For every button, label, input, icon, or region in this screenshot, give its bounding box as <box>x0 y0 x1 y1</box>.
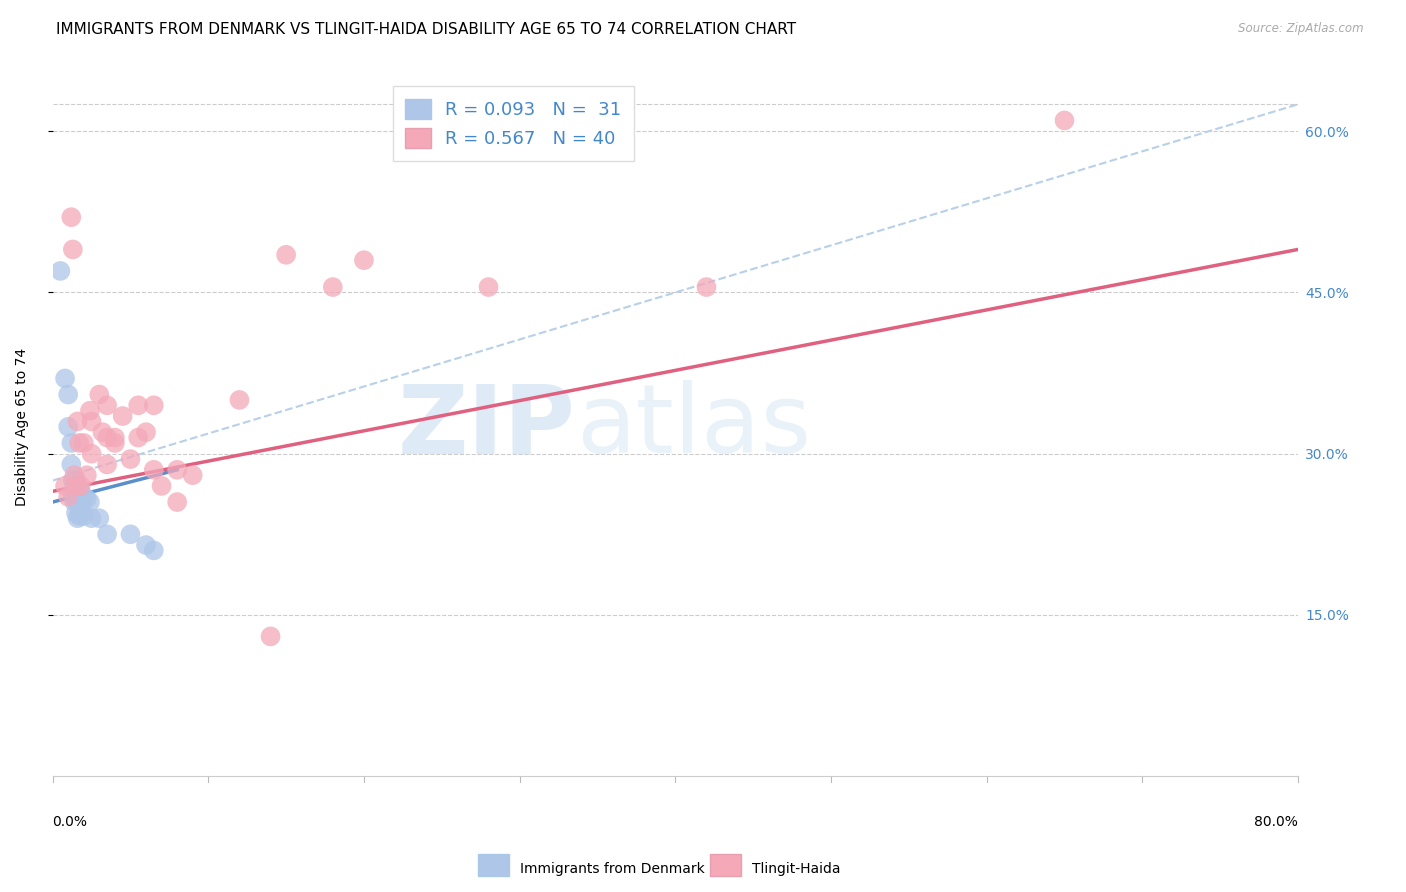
Point <box>67 491 90 506</box>
Point <box>67 509 90 524</box>
Point <box>477 280 499 294</box>
Point <box>166 495 188 509</box>
Point <box>53 479 76 493</box>
Text: atlas: atlas <box>575 380 811 474</box>
Point <box>79 403 101 417</box>
Point <box>76 468 98 483</box>
Point <box>56 419 79 434</box>
Point <box>111 409 134 423</box>
Point <box>62 474 84 488</box>
Point <box>135 538 157 552</box>
Point <box>62 490 84 504</box>
Point <box>96 458 118 472</box>
Text: IMMIGRANTS FROM DENMARK VS TLINGIT-HAIDA DISABILITY AGE 65 TO 74 CORRELATION CHA: IMMIGRANTS FROM DENMARK VS TLINGIT-HAIDA… <box>56 22 796 37</box>
Point <box>63 479 86 493</box>
Point <box>65 490 87 504</box>
Text: 0.0%: 0.0% <box>52 814 87 829</box>
Text: Tlingit-Haida: Tlingit-Haida <box>752 862 841 876</box>
Point <box>96 431 118 445</box>
Point <box>276 248 298 262</box>
Point <box>56 387 79 401</box>
Point <box>65 479 87 493</box>
Point <box>120 452 142 467</box>
Point <box>322 280 344 294</box>
Point <box>89 511 111 525</box>
Point <box>1053 113 1076 128</box>
Point <box>135 425 157 440</box>
Point <box>66 511 89 525</box>
Point <box>66 414 89 428</box>
Point <box>80 414 103 428</box>
Point <box>80 511 103 525</box>
Text: ZIP: ZIP <box>398 380 575 474</box>
Point <box>76 491 98 506</box>
Point <box>65 474 87 488</box>
Point <box>56 490 79 504</box>
Point <box>142 398 165 412</box>
Point <box>69 502 91 516</box>
Point <box>89 387 111 401</box>
Text: Immigrants from Denmark: Immigrants from Denmark <box>520 862 704 876</box>
Point <box>60 436 83 450</box>
Point <box>104 431 127 445</box>
Point <box>53 371 76 385</box>
Point <box>66 495 89 509</box>
Text: 80.0%: 80.0% <box>1254 814 1298 829</box>
Point <box>63 468 86 483</box>
Point <box>65 506 87 520</box>
Point <box>73 509 96 524</box>
Point <box>181 468 204 483</box>
Point <box>166 463 188 477</box>
Point <box>142 463 165 477</box>
Point <box>127 398 149 412</box>
Point <box>49 264 72 278</box>
Point <box>80 447 103 461</box>
Point <box>96 398 118 412</box>
Point <box>120 527 142 541</box>
Point <box>91 425 114 440</box>
Legend: R = 0.093   N =  31, R = 0.567   N = 40: R = 0.093 N = 31, R = 0.567 N = 40 <box>392 87 634 161</box>
Point <box>142 543 165 558</box>
Point <box>695 280 717 294</box>
Point <box>259 629 281 643</box>
Point <box>69 484 91 499</box>
Point <box>67 436 90 450</box>
Point <box>104 436 127 450</box>
Y-axis label: Disability Age 65 to 74: Disability Age 65 to 74 <box>15 348 30 506</box>
Point <box>353 253 375 268</box>
Point <box>63 495 86 509</box>
Text: Source: ZipAtlas.com: Source: ZipAtlas.com <box>1239 22 1364 36</box>
Point <box>62 243 84 257</box>
Point <box>96 527 118 541</box>
Point <box>150 479 173 493</box>
Point <box>228 392 250 407</box>
Point <box>127 431 149 445</box>
Point <box>70 495 93 509</box>
Point <box>69 479 91 493</box>
Point <box>66 479 89 493</box>
Point <box>79 495 101 509</box>
Point <box>60 458 83 472</box>
Point <box>73 490 96 504</box>
Point <box>60 210 83 224</box>
Point <box>73 436 96 450</box>
